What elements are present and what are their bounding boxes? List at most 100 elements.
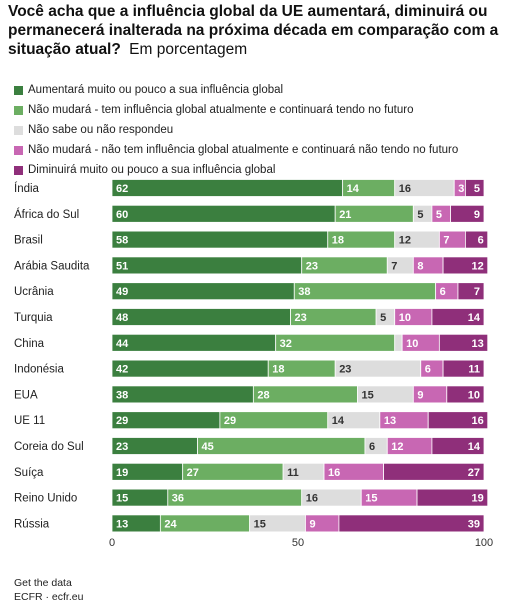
data-label: 24 xyxy=(164,518,177,530)
legend-swatch xyxy=(14,125,23,135)
bar-segment xyxy=(111,179,344,197)
category-label: Índia xyxy=(14,182,40,195)
legend-label: Diminuirá muito ou pouco a sua influênci… xyxy=(28,164,276,176)
data-label: 6 xyxy=(440,286,446,298)
legend-item: Não sabe ou não respondeu xyxy=(14,120,458,140)
data-label: 44 xyxy=(116,338,129,350)
data-label: 29 xyxy=(224,415,236,427)
bar-segment xyxy=(431,308,485,326)
bar-segment xyxy=(197,437,366,455)
data-label: 42 xyxy=(116,364,128,376)
data-label: 28 xyxy=(257,389,269,401)
bar-segment xyxy=(111,204,336,223)
data-label: 32 xyxy=(280,338,292,350)
legend-label: Não sabe ou não respondeu xyxy=(28,124,174,136)
data-label: 15 xyxy=(365,493,377,505)
category-label: Arábia Saudita xyxy=(14,260,90,272)
data-label: 11 xyxy=(468,364,480,376)
data-label: 29 xyxy=(116,415,128,427)
data-label: 36 xyxy=(172,493,184,505)
source-note: Get the data ECFR · ecfr.eu xyxy=(14,576,83,604)
data-label: 13 xyxy=(471,338,483,350)
x-tick-label: 0 xyxy=(109,537,115,549)
data-label: 9 xyxy=(309,518,315,530)
data-label: 51 xyxy=(116,260,128,272)
data-label: 18 xyxy=(332,235,344,247)
chart-subtitle: Em porcentagem xyxy=(129,41,248,58)
data-label: 62 xyxy=(116,183,128,195)
data-label: 10 xyxy=(468,389,480,401)
data-label: 7 xyxy=(443,235,449,247)
data-label: 11 xyxy=(287,467,299,479)
bar-segment xyxy=(442,359,485,378)
data-label: 5 xyxy=(417,209,423,221)
bar-segment xyxy=(383,462,485,481)
data-label: 23 xyxy=(306,260,318,272)
data-label: 15 xyxy=(362,389,374,401)
data-label: 19 xyxy=(471,493,483,505)
data-label: 39 xyxy=(468,518,480,530)
data-label: 8 xyxy=(417,260,423,272)
data-label: 6 xyxy=(369,441,375,453)
bar-segment xyxy=(464,179,485,197)
category-label: Rússia xyxy=(14,518,50,530)
bar-segment xyxy=(464,230,489,249)
bar-segment xyxy=(111,333,277,352)
legend-swatch xyxy=(14,85,23,95)
legend-item: Não mudará - tem influência global atual… xyxy=(14,100,458,120)
data-label: 21 xyxy=(339,209,351,221)
bar-segment xyxy=(167,488,303,507)
bar-segment xyxy=(431,437,485,455)
data-label: 7 xyxy=(391,260,397,272)
data-label: 27 xyxy=(187,467,199,479)
data-label: 16 xyxy=(306,493,318,505)
data-label: 23 xyxy=(295,312,307,324)
bar-segment xyxy=(394,333,403,352)
data-label: 3 xyxy=(458,183,464,195)
category-label: Coreia do Sul xyxy=(14,441,84,453)
bar-segment xyxy=(457,282,485,301)
bar-segment xyxy=(111,256,303,275)
data-label: 45 xyxy=(202,441,214,453)
legend-item: Diminuirá muito ou pouco a sua influênci… xyxy=(14,160,458,180)
legend-item: Aumentará muito ou pouco a sua influênci… xyxy=(14,80,458,100)
data-label: 18 xyxy=(272,364,284,376)
bar-segment xyxy=(446,385,485,404)
data-label: 7 xyxy=(474,286,480,298)
data-label: 12 xyxy=(391,441,403,453)
legend-swatch xyxy=(14,165,23,175)
chart-legend: Aumentará muito ou pouco a sua influênci… xyxy=(14,80,458,180)
data-label: 5 xyxy=(474,183,480,195)
data-label: 23 xyxy=(116,441,128,453)
bar-segment xyxy=(111,359,269,378)
data-label: 5 xyxy=(380,312,386,324)
category-label: UE 11 xyxy=(14,415,45,427)
bar-segment xyxy=(338,514,485,533)
bar-segment xyxy=(416,488,489,507)
data-label: 16 xyxy=(399,183,411,195)
data-label: 9 xyxy=(417,389,423,401)
category-label: EUA xyxy=(14,389,38,401)
data-label: 14 xyxy=(468,312,481,324)
legend-swatch xyxy=(14,105,23,115)
bar-segment xyxy=(275,333,396,352)
category-label: China xyxy=(14,338,45,350)
bar-segment xyxy=(438,333,489,352)
data-label: 60 xyxy=(116,209,128,221)
category-label: Ucrânia xyxy=(14,286,54,298)
legend-label: Não mudará - não tem influência global a… xyxy=(28,144,459,156)
data-label: 48 xyxy=(116,312,128,324)
data-label: 13 xyxy=(384,415,396,427)
bar-segment xyxy=(450,204,485,223)
data-label: 6 xyxy=(425,364,431,376)
bar-segment xyxy=(442,256,489,275)
get-data-link[interactable]: Get the data xyxy=(14,577,72,589)
legend-label: Não mudará - tem influência global atual… xyxy=(28,104,414,116)
data-label: 14 xyxy=(468,441,481,453)
bar-segment xyxy=(111,230,329,249)
category-label: Turquia xyxy=(14,312,53,324)
bar-segment xyxy=(293,282,437,301)
data-label: 5 xyxy=(436,209,442,221)
category-label: Suíça xyxy=(14,467,44,479)
